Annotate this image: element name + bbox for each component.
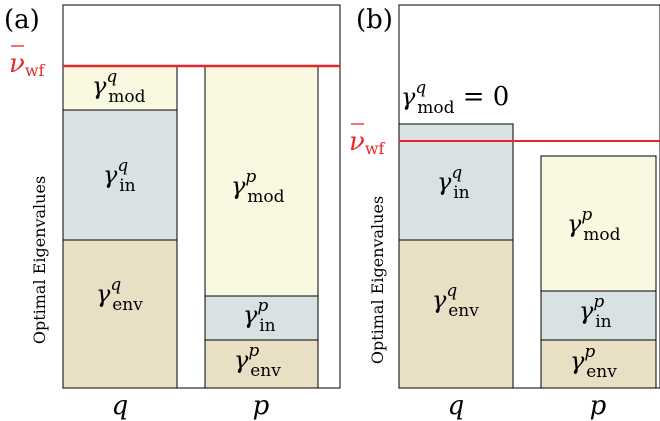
panel-a-p-in-block xyxy=(204,295,319,341)
panel-a-label-gamma-p-in: γp in xyxy=(243,296,276,336)
panel-a-threshold-symbol: ν xyxy=(9,49,25,79)
panel-b: (b) νwf γq mod = 0 γq in γq env γp mod γp in … xyxy=(349,4,660,421)
panel-b-xtick-p: p xyxy=(590,391,607,421)
panel-b-q-in-block xyxy=(398,123,514,241)
panel-b-label-gamma-p-mod: γp mod xyxy=(567,205,621,245)
panel-a-label-gamma-q-in: γq in xyxy=(103,156,136,196)
panel-b-label-gamma-q-in: γq in xyxy=(437,163,470,203)
panel-a-threshold-text: νwf xyxy=(9,49,46,80)
panel-a-xtick-q: q xyxy=(112,391,129,421)
panel-b-p-in-block xyxy=(540,290,657,341)
panel-a-ylabel: Optimal Eigenvalues xyxy=(30,176,49,344)
panel-b-threshold-symbol: ν xyxy=(349,127,365,157)
panel-a-label-gamma-q-env: γq env xyxy=(96,275,143,315)
panel-b-q-env-block xyxy=(398,239,514,389)
panel-b-label-gamma-q-env: γq env xyxy=(432,281,479,321)
panel-a-q-mod-block xyxy=(62,65,178,111)
panel-a-label-gamma-p-env: γp env xyxy=(234,341,281,381)
panel-b-p-mod-block xyxy=(540,155,657,292)
panel-a-p-mod-block xyxy=(204,65,319,297)
panel-a-label-gamma-q-mod: γq mod xyxy=(92,67,146,107)
panel-b-threshold-label: νwf xyxy=(349,123,386,158)
panel-a-threshold-label: νwf xyxy=(9,45,46,80)
panel-b-annotation-gamma-q-mod-zero: γq mod = 0 xyxy=(401,78,509,118)
panel-a-label: (a) xyxy=(4,5,40,35)
panel-a-xtick-p: p xyxy=(253,391,270,421)
panel-a-label-gamma-p-mod: γp mod xyxy=(231,167,285,207)
panel-b-xtick-q: q xyxy=(448,391,465,421)
panel-b-ylabel: Optimal Eigenvalues xyxy=(368,196,387,364)
panel-b-label-gamma-p-env: γp env xyxy=(570,342,617,382)
panel-b-threshold-sub: wf xyxy=(365,139,386,158)
panel-b-threshold-text: νwf xyxy=(349,127,386,158)
panel-a-p-env-block xyxy=(204,339,319,389)
panel-a-q-env-block xyxy=(62,239,178,389)
panel-b-p-env-block xyxy=(540,339,657,389)
panel-a-threshold-sub: wf xyxy=(25,61,46,80)
panel-b-label: (b) xyxy=(356,5,393,35)
panel-b-label-gamma-p-in: γp in xyxy=(579,292,612,332)
panel-a: (a) νwf γq mod γq in γq env γp mod γp in γp en… xyxy=(4,4,341,421)
